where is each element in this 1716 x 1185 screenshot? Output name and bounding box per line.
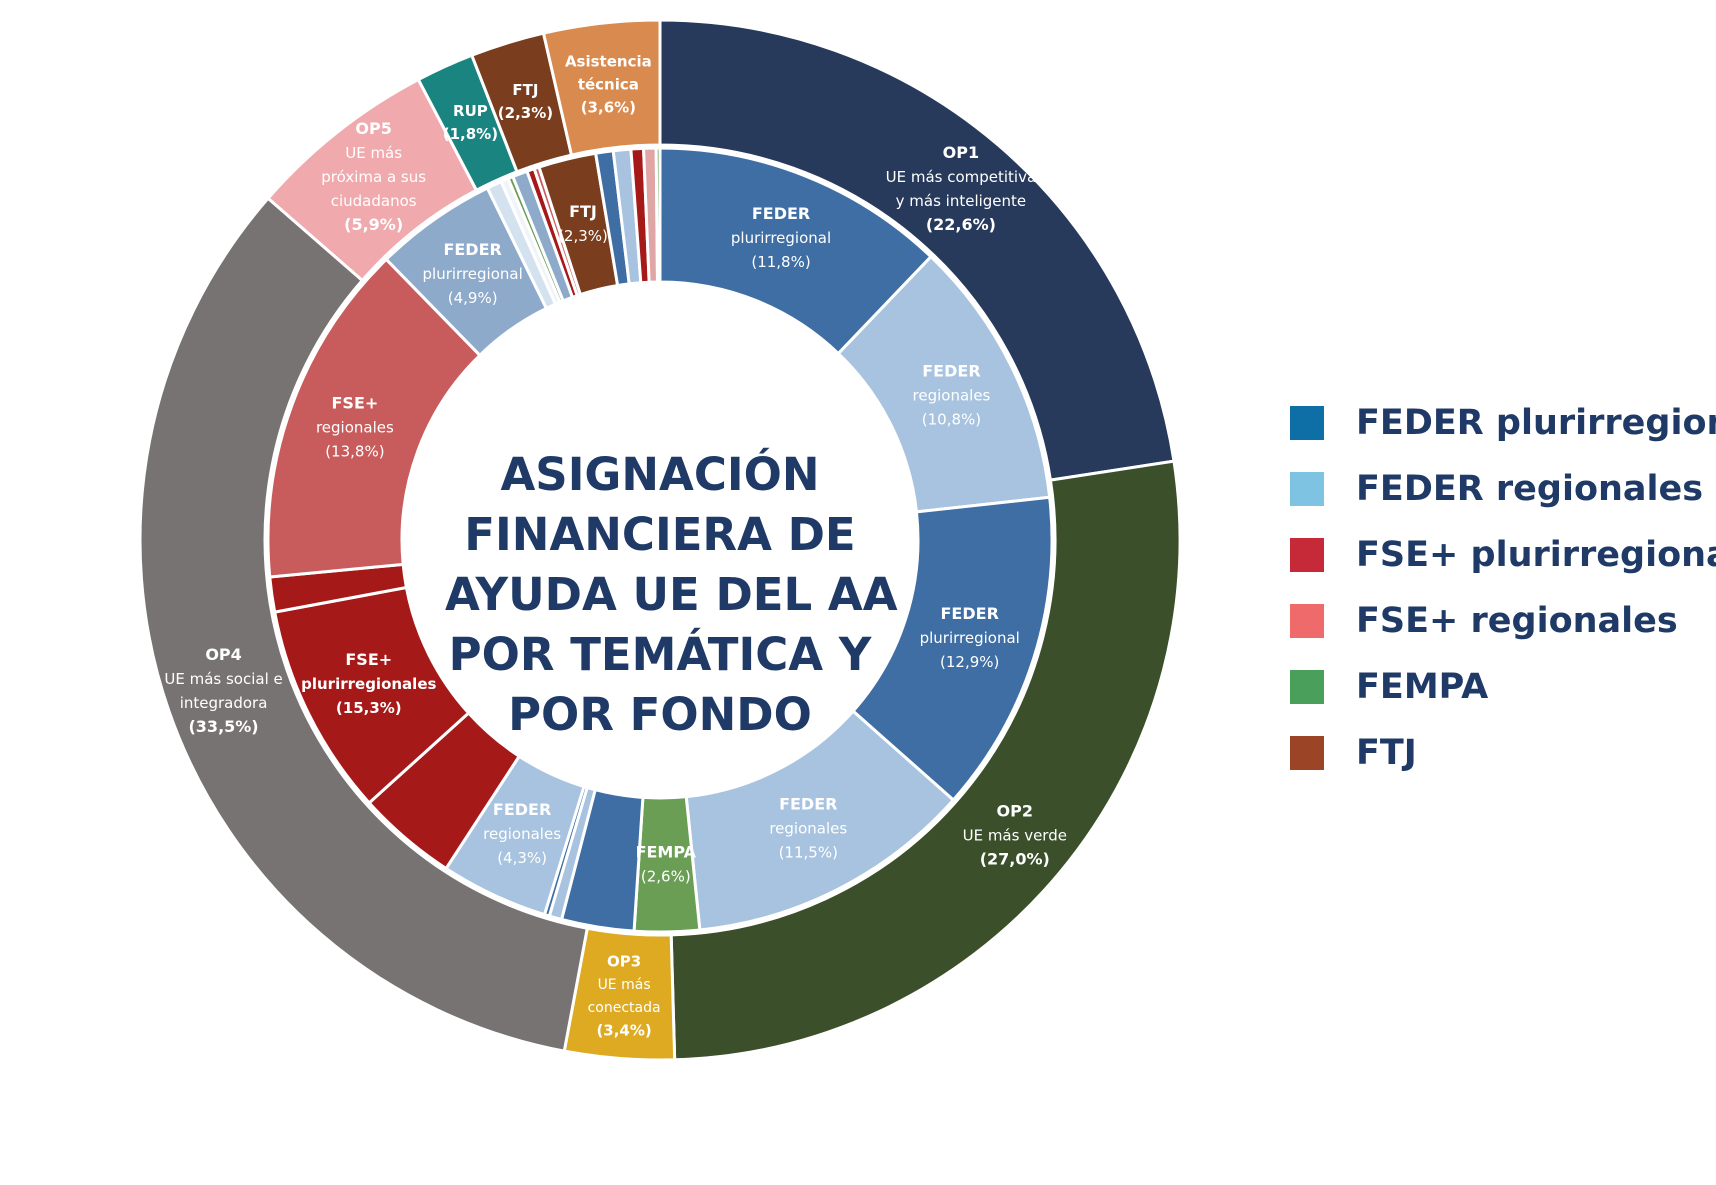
center-title: ASIGNACIÓN FINANCIERA DE AYUDA UE DEL AA… [445, 445, 898, 745]
outer-slice [658, 18, 1176, 482]
outer-slice [669, 459, 1182, 1062]
outer-slice-label: próxima a sus [321, 168, 426, 186]
outer-slice-label: integradora [180, 694, 268, 712]
outer-slice-label: OP2 [997, 801, 1033, 820]
center-title-line: POR TEMÁTICA Y [448, 628, 872, 681]
inner-slice-label: FEDER [779, 795, 837, 814]
center-title-line: POR FONDO [508, 688, 812, 741]
inner-slice-label: (4,3%) [497, 849, 547, 867]
inner-slice-label: plurirregional [423, 265, 523, 283]
legend-item: FEDER regionales [1290, 456, 1716, 522]
inner-slice-label: regionales [913, 387, 991, 405]
outer-slice-label: (2,3%) [498, 104, 553, 122]
legend-item: FSE+ regionales [1290, 588, 1716, 654]
inner-slice-label: plurirregional [731, 229, 831, 247]
outer-slice [138, 196, 590, 1053]
legend: FEDER plurirregional FEDER regionales FS… [1290, 390, 1716, 786]
legend-item: FSE+ plurirregionales [1290, 522, 1716, 588]
legend-swatch [1290, 670, 1324, 704]
outer-slice-label: (3,6%) [581, 98, 636, 116]
inner-labels: FEDER plurirregional (11,8%) FEDER regionale… [301, 202, 1020, 886]
outer-labels: OP1 UE más competitiva y más inteligente (2… [164, 52, 1067, 1039]
legend-label: FSE+ regionales [1356, 601, 1678, 641]
legend-label: FSE+ plurirregionales [1356, 535, 1716, 575]
legend-swatch [1290, 538, 1324, 572]
inner-slice-label: FSE+ [331, 394, 378, 413]
outer-slice-label: UE más [598, 977, 651, 993]
inner-slice-label: (2,6%) [641, 867, 691, 885]
inner-slice-label: plurirregional [920, 629, 1020, 647]
inner-slice-label: (11,5%) [779, 844, 838, 862]
legend-item: FTJ [1290, 720, 1716, 786]
outer-slice-label: (22,6%) [926, 215, 996, 234]
inner-slice-label: FSE+ [345, 650, 392, 669]
outer-slice-label: FTJ [512, 81, 538, 99]
outer-slice-label: y más inteligente [896, 192, 1027, 210]
outer-slice-label: Asistencia [565, 52, 652, 70]
inner-slice-label: (11,8%) [751, 253, 810, 271]
outer-slice-label: UE más competitiva [886, 168, 1037, 186]
inner-slice-label: (13,8%) [325, 443, 384, 461]
legend-swatch [1290, 472, 1324, 506]
legend-item: FEDER plurirregional [1290, 390, 1716, 456]
inner-slice-label: FEMPA [636, 842, 697, 861]
outer-slice-label: (5,9%) [344, 215, 403, 234]
center-title-line: ASIGNACIÓN [500, 448, 820, 501]
legend-swatch [1290, 406, 1324, 440]
outer-slice-label: UE más social e [164, 670, 282, 688]
outer-slice-label: ciudadanos [331, 192, 417, 210]
outer-slice [541, 18, 662, 157]
legend-swatch [1290, 604, 1324, 638]
outer-slice-label: RUP [453, 102, 488, 120]
legend-label: FEMPA [1356, 667, 1489, 707]
inner-slice-label: FEDER [941, 604, 999, 623]
outer-slice-label: OP5 [355, 119, 391, 138]
inner-slice-label: regionales [483, 825, 561, 843]
legend-label: FEDER plurirregional [1356, 403, 1716, 443]
inner-slice-label: (12,9%) [940, 653, 999, 671]
inner-slice-label: regionales [769, 820, 847, 838]
legend-label: FTJ [1356, 733, 1417, 773]
inner-slice-label: plurirregionales [301, 675, 436, 693]
inner-slice-label: FTJ [569, 202, 597, 221]
outer-slice-label: OP3 [607, 953, 641, 971]
inner-slice-label: (4,9%) [448, 289, 498, 307]
outer-slice-label: (1,8%) [443, 125, 498, 143]
outer-slice-label: conectada [588, 1000, 661, 1016]
outer-ring [138, 18, 1182, 1062]
outer-slice-label: UE más verde [963, 826, 1067, 844]
inner-slice-label: FEDER [922, 362, 980, 381]
inner-slice-label: (10,8%) [922, 411, 981, 429]
inner-slice [654, 146, 662, 284]
center-title-line: FINANCIERA DE [464, 508, 856, 561]
outer-slice-label: (3,4%) [596, 1022, 651, 1040]
outer-slice-label: (27,0%) [980, 849, 1050, 868]
legend-label: FEDER regionales [1356, 469, 1704, 509]
inner-slice-label: FEDER [752, 204, 810, 223]
inner-slice-label: FEDER [493, 800, 551, 819]
inner-slice-label: (2,3%) [558, 227, 608, 245]
donut-chart: OP1 UE más competitiva y más inteligente (2… [138, 18, 1182, 1062]
outer-slice-label: técnica [578, 75, 639, 93]
legend-item: FEMPA [1290, 654, 1716, 720]
center-title-line: AYUDA UE DEL AA [445, 568, 898, 621]
outer-slice-label: UE más [345, 144, 402, 162]
outer-slice-label: OP1 [943, 143, 979, 162]
inner-ring [266, 146, 1054, 934]
inner-slice-label: regionales [316, 419, 394, 437]
outer-slice-label: OP4 [205, 645, 241, 664]
inner-slice-label: FEDER [443, 240, 501, 259]
outer-slice-label: (33,5%) [188, 717, 258, 736]
inner-slice-label: (15,3%) [336, 699, 402, 717]
legend-swatch [1290, 736, 1324, 770]
